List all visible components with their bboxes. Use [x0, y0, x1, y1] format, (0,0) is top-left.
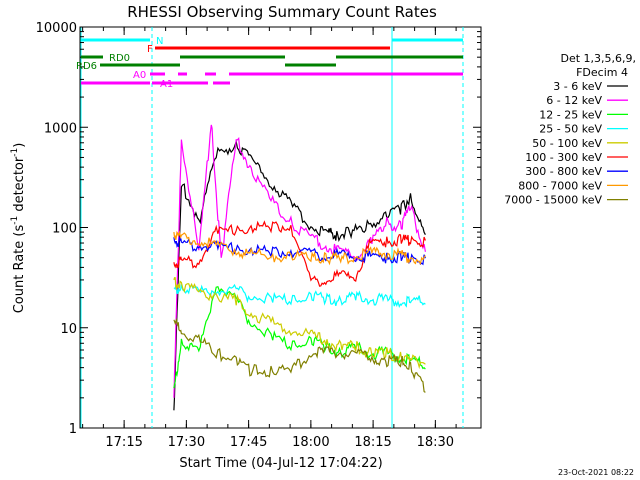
legend-header-line2: FDecim 4 [576, 66, 628, 79]
series-line [173, 285, 426, 389]
y-axis-label: Count Rate (s-1 detector-1) [10, 143, 27, 314]
flag-label: A1 [160, 79, 173, 90]
flag-label: F [147, 44, 153, 55]
legend-entry-label: 6 - 12 keV [546, 94, 602, 107]
y-tick-label: 1000 [44, 121, 77, 136]
y-axis: 1 10 100 1000 10000 [36, 21, 481, 437]
series-line [173, 237, 426, 266]
x-tick-label: 17:15 [105, 435, 142, 450]
x-tick-label: 18:30 [417, 435, 454, 450]
flag-bars: NF RD0 RD6 A0 A1 [76, 36, 463, 90]
legend-entry-label: 100 - 300 keV [525, 151, 602, 164]
x-tick-label: 18:15 [354, 435, 391, 450]
x-axis: 17:15 17:30 17:45 18:00 18:15 18:30 [82, 27, 457, 450]
series-line [173, 277, 426, 370]
series-line [173, 230, 426, 266]
y-tick-label: 100 [52, 222, 77, 237]
series-line [173, 139, 426, 411]
y-tick-label: 10 [60, 322, 77, 337]
flag-label: RD0 [109, 53, 130, 64]
date-stamp: 23-Oct-2021 08:22 [558, 468, 634, 477]
series-line [173, 317, 426, 393]
legend-entry-label: 7000 - 15000 keV [504, 194, 602, 207]
x-tick-label: 18:00 [292, 435, 329, 450]
x-tick-label: 17:30 [168, 435, 205, 450]
y-tick-label: 10000 [36, 21, 77, 36]
x-axis-label: Start Time (04-Jul-12 17:04:22) [179, 456, 382, 471]
legend-entry-label: 300 - 800 keV [525, 165, 602, 178]
x-tick-label: 17:45 [230, 435, 267, 450]
flag-label: RD6 [76, 61, 97, 72]
legend-header-line1: Det 1,3,5,6,9, [560, 52, 636, 65]
legend-entry-label: 25 - 50 keV [539, 123, 602, 136]
chart-title: RHESSI Observing Summary Count Rates [127, 3, 437, 21]
legend-entry-label: 12 - 25 keV [539, 108, 602, 121]
flag-label: A0 [133, 70, 146, 81]
flag-label: N [156, 36, 163, 47]
legend-entry-label: 3 - 6 keV [553, 80, 602, 93]
series-lines [173, 124, 426, 411]
legend-entry-label: 50 - 100 keV [532, 137, 602, 150]
series-line [173, 124, 426, 398]
legend-entry-label: 800 - 7000 keV [518, 179, 602, 192]
y-tick-label: 1 [69, 422, 77, 437]
